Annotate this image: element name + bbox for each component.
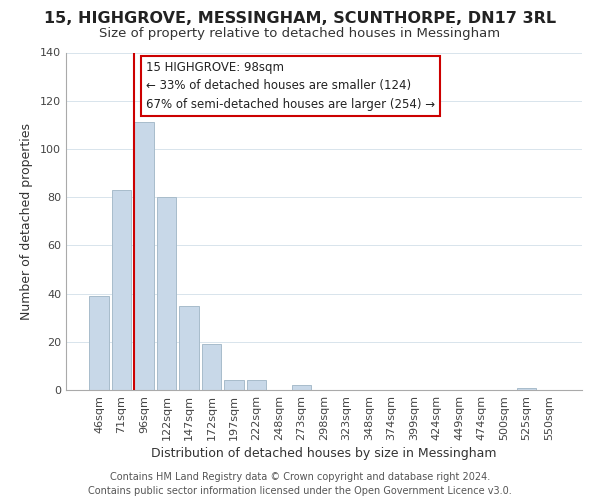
Bar bbox=[134, 122, 154, 390]
Y-axis label: Number of detached properties: Number of detached properties bbox=[20, 122, 33, 320]
Bar bbox=[112, 190, 131, 390]
Text: Size of property relative to detached houses in Messingham: Size of property relative to detached ho… bbox=[100, 28, 500, 40]
Text: Contains HM Land Registry data © Crown copyright and database right 2024.
Contai: Contains HM Land Registry data © Crown c… bbox=[88, 472, 512, 496]
Bar bbox=[179, 306, 199, 390]
Bar bbox=[157, 197, 176, 390]
Bar bbox=[202, 344, 221, 390]
Bar bbox=[517, 388, 536, 390]
Bar bbox=[292, 385, 311, 390]
Bar bbox=[224, 380, 244, 390]
Text: 15, HIGHGROVE, MESSINGHAM, SCUNTHORPE, DN17 3RL: 15, HIGHGROVE, MESSINGHAM, SCUNTHORPE, D… bbox=[44, 11, 556, 26]
Bar bbox=[247, 380, 266, 390]
Text: 15 HIGHGROVE: 98sqm
← 33% of detached houses are smaller (124)
67% of semi-detac: 15 HIGHGROVE: 98sqm ← 33% of detached ho… bbox=[146, 61, 435, 111]
Bar bbox=[89, 296, 109, 390]
X-axis label: Distribution of detached houses by size in Messingham: Distribution of detached houses by size … bbox=[151, 447, 497, 460]
